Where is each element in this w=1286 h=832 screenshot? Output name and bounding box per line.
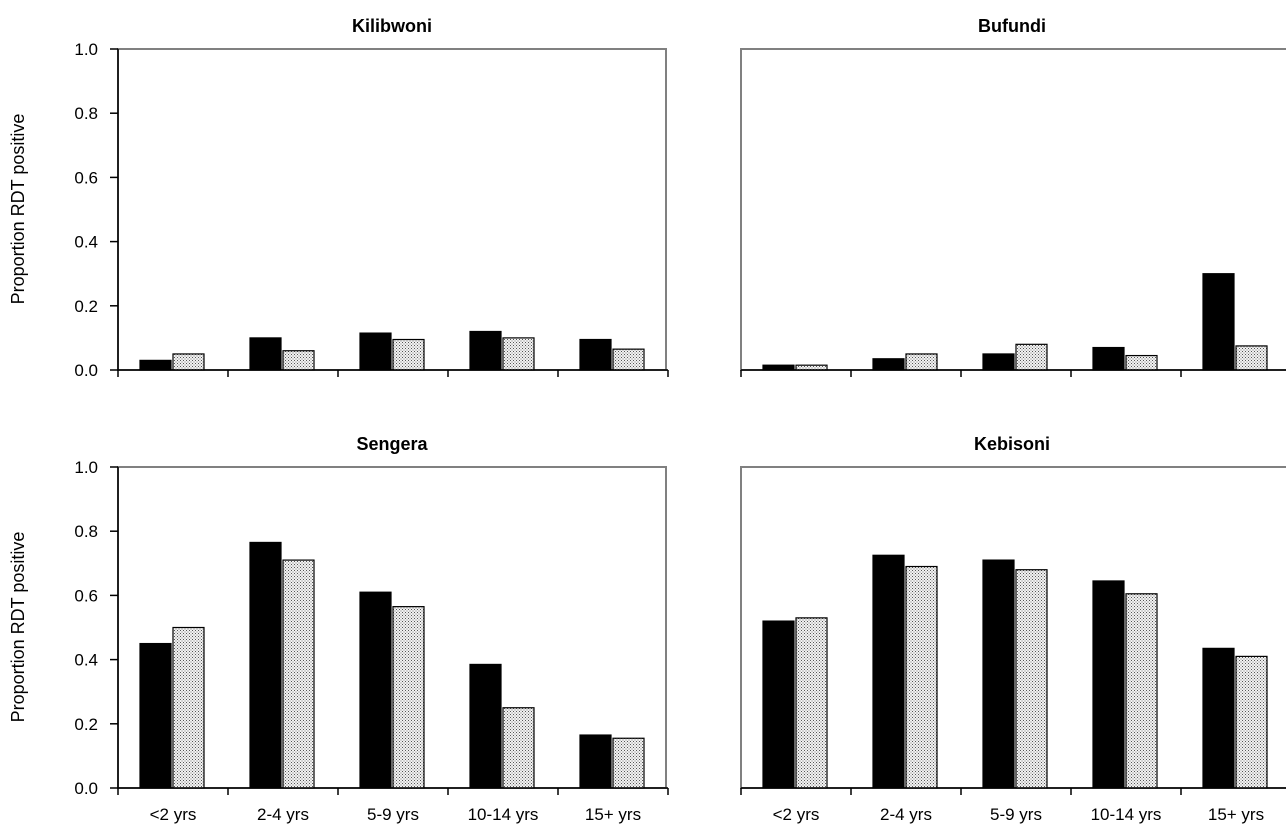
bar xyxy=(1125,593,1158,789)
bar xyxy=(1092,580,1125,789)
bar xyxy=(469,663,502,789)
bar xyxy=(1125,354,1158,371)
bars xyxy=(139,330,645,371)
y-tick-label: 0.6 xyxy=(74,586,98,605)
bar xyxy=(392,606,425,789)
x-tick-label: 2-4 yrs xyxy=(880,805,932,824)
bar xyxy=(359,591,392,789)
panel-title: Bufundi xyxy=(978,16,1046,36)
y-axis: 0.0 0.2 0.4 0.6 0.8 1.0 xyxy=(74,40,119,380)
x-tick-label: <2 yrs xyxy=(150,805,197,824)
bar xyxy=(762,620,795,789)
y-tick-label: 0.8 xyxy=(74,104,98,123)
bar xyxy=(1015,343,1048,371)
x-axis: <2 yrs 2-4 yrs 5-9 yrs 10-14 yrs 15+ yrs xyxy=(740,787,1286,824)
y-tick-label: 0.6 xyxy=(74,168,98,187)
bar xyxy=(502,337,535,371)
bar xyxy=(1202,647,1235,789)
y-tick-label: 0.2 xyxy=(74,297,98,316)
y-axis-label: Proportion RDT positive xyxy=(8,532,28,723)
y-axis-label: Proportion RDT positive xyxy=(8,114,28,305)
y-tick-label: 0.4 xyxy=(74,651,98,670)
bar xyxy=(282,559,315,789)
bar xyxy=(872,358,905,371)
panel-title: Kilibwoni xyxy=(352,16,432,36)
bar xyxy=(1092,346,1125,371)
bar xyxy=(1235,655,1268,789)
bar xyxy=(172,353,205,371)
x-tick-label: <2 yrs xyxy=(773,805,820,824)
bar xyxy=(795,617,828,789)
bar xyxy=(1015,569,1048,789)
bar xyxy=(359,332,392,371)
y-tick-label: 0.2 xyxy=(74,715,98,734)
x-tick-label: 10-14 yrs xyxy=(468,805,539,824)
x-tick-label: 5-9 yrs xyxy=(367,805,419,824)
bar xyxy=(392,338,425,371)
x-tick-label: 15+ yrs xyxy=(1208,805,1264,824)
y-tick-label: 0.4 xyxy=(74,233,98,252)
y-tick-label: 0.0 xyxy=(74,779,98,798)
bar xyxy=(1202,273,1235,371)
bars xyxy=(762,273,1268,371)
panel-title: Sengera xyxy=(356,434,428,454)
panel-kilibwoni: Kilibwoni Proportion RDT positive 0.0 0.2… xyxy=(8,16,669,380)
y-tick-label: 1.0 xyxy=(74,40,98,59)
panel-bufundi: Bufundi xyxy=(740,16,1286,377)
bars xyxy=(762,554,1268,789)
bar xyxy=(905,565,938,789)
y-tick-label: 1.0 xyxy=(74,458,98,477)
bar xyxy=(579,734,612,789)
bar xyxy=(469,330,502,371)
bar xyxy=(982,353,1015,371)
plot-frame xyxy=(117,48,667,371)
bar xyxy=(282,350,315,371)
bar xyxy=(502,707,535,789)
x-axis xyxy=(740,369,1286,377)
y-axis: 0.0 0.2 0.4 0.6 0.8 1.0 xyxy=(74,458,119,798)
bar xyxy=(872,554,905,789)
bar xyxy=(139,642,172,789)
y-tick-label: 0.8 xyxy=(74,522,98,541)
panel-sengera: Sengera Proportion RDT positive 0.00.20.… xyxy=(8,434,669,824)
bar xyxy=(612,348,645,371)
bar xyxy=(249,337,282,371)
bar xyxy=(612,737,645,789)
bar xyxy=(579,338,612,371)
bar xyxy=(139,359,172,371)
bar xyxy=(982,559,1015,789)
x-tick-label: 15+ yrs xyxy=(585,805,641,824)
x-tick-label: 10-14 yrs xyxy=(1091,805,1162,824)
bar xyxy=(905,353,938,371)
bar xyxy=(249,541,282,789)
x-axis xyxy=(117,369,669,377)
bars xyxy=(139,541,645,789)
bar xyxy=(1235,345,1268,371)
x-tick-label: 5-9 yrs xyxy=(990,805,1042,824)
y-tick-label: 0.0 xyxy=(74,361,98,380)
panel-kebisoni: Kebisoni <2 yrs 2-4 yrs 5-9 yrs 10-14 yrs 15… xyxy=(740,434,1286,824)
bar xyxy=(172,626,205,789)
x-tick-label: 2-4 yrs xyxy=(257,805,309,824)
panel-title: Kebisoni xyxy=(974,434,1050,454)
x-axis: <2 yrs 2-4 yrs 5-9 yrs 10-14 yrs 15+ yrs xyxy=(117,787,669,824)
